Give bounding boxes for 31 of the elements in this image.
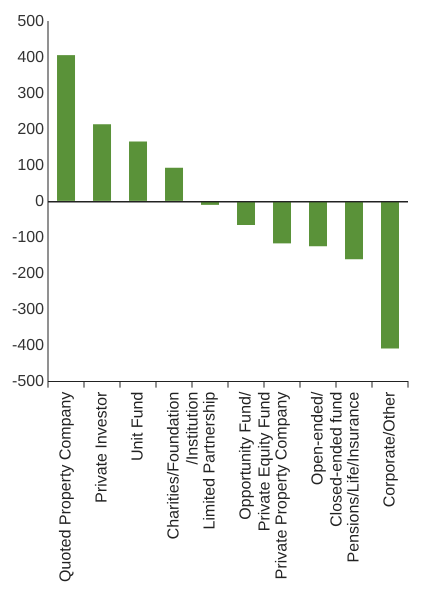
x-tick-label: Limited Partnership	[201, 392, 218, 530]
x-tick-label: Private Investor	[93, 391, 110, 503]
y-tick-label: -300	[12, 301, 44, 318]
x-tick-label: Quoted Property Company	[57, 392, 74, 582]
bar	[165, 168, 184, 201]
bar	[201, 202, 220, 205]
bar	[93, 124, 112, 201]
x-tick-label: Charities/Foundation /Institution	[165, 392, 202, 540]
y-tick-label: 0	[35, 193, 44, 210]
x-tick-label: Private Property Company	[273, 392, 290, 580]
y-tick-label: -200	[12, 265, 44, 282]
y-tick-label: 100	[17, 157, 44, 174]
bar	[273, 202, 292, 244]
bar	[381, 202, 399, 349]
y-tick-label: -100	[12, 229, 44, 246]
bar	[309, 202, 328, 246]
y-tick-label: 200	[17, 121, 44, 138]
x-tick-label: Open-ended/ Closed-ended fund	[309, 391, 346, 527]
x-tick-label: Corporate/Other	[381, 391, 398, 508]
x-tick-label: Opportunity Fund/ Private Equity Fund	[237, 391, 274, 532]
bar	[345, 202, 364, 260]
y-tick-label: 300	[17, 85, 44, 102]
x-tick-label: Unit Fund	[129, 392, 146, 462]
y-tick-label: -500	[12, 373, 44, 390]
y-tick-label: -400	[12, 337, 44, 354]
x-tick-label: Pensions/Life/Insurance	[345, 392, 362, 562]
bar	[129, 142, 148, 201]
y-tick-label: 500	[17, 13, 44, 30]
bar	[57, 55, 76, 201]
bar	[237, 202, 256, 226]
y-tick-label: 400	[17, 49, 44, 66]
